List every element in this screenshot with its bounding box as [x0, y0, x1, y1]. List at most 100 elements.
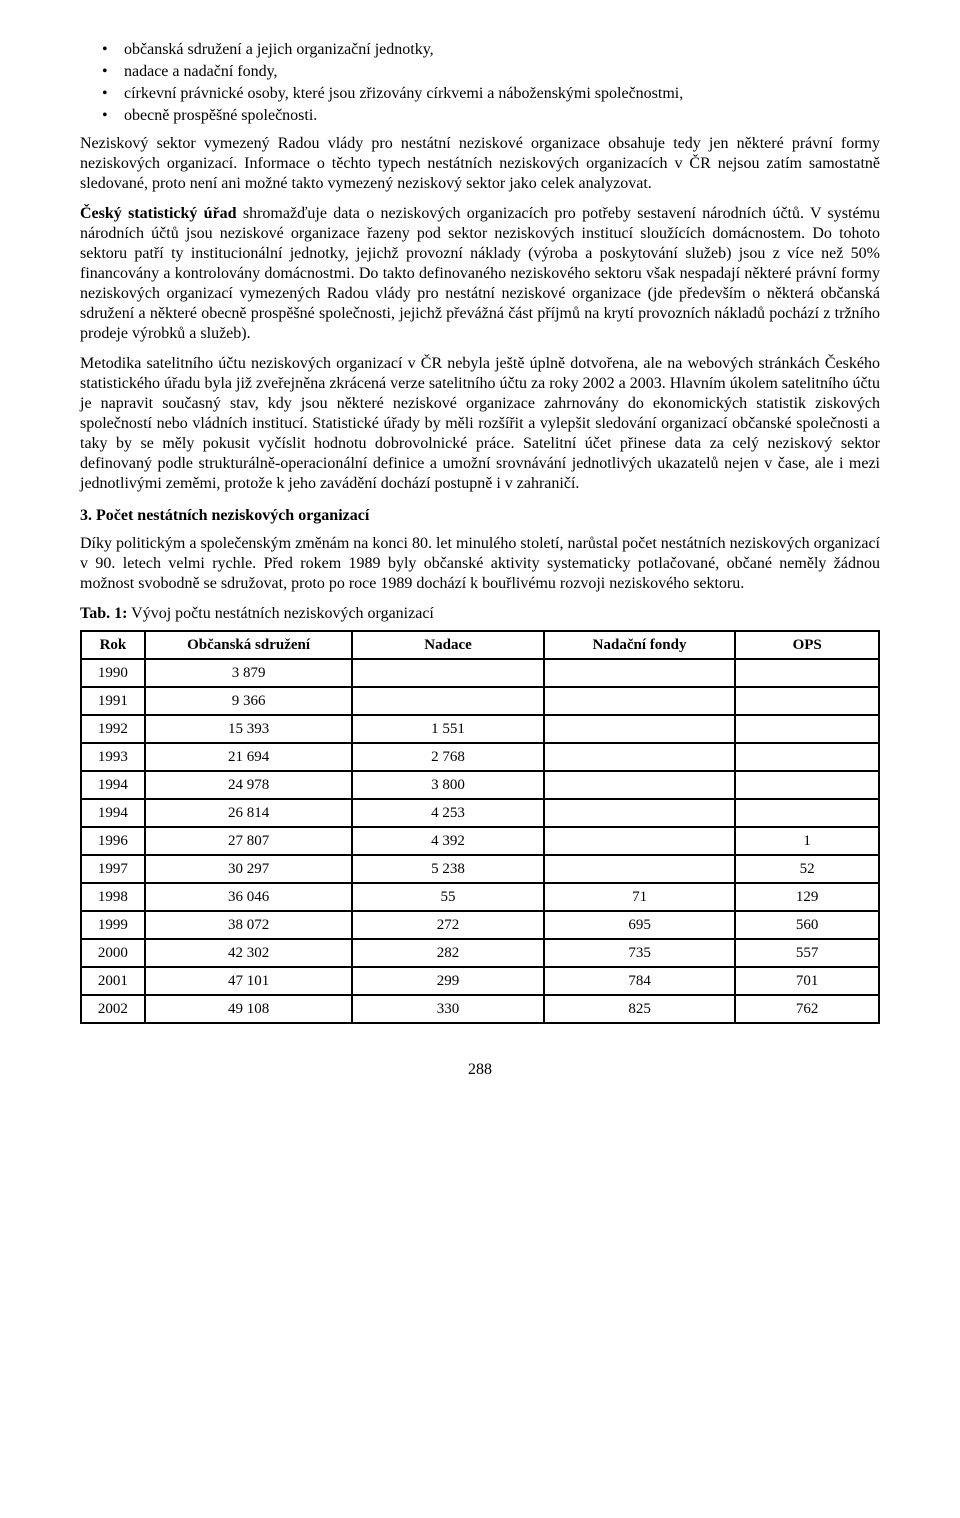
table-row: 200249 108330825762: [81, 995, 879, 1023]
table-cell: [735, 743, 879, 771]
table-header-row: Rok Občanská sdružení Nadace Nadační fon…: [81, 631, 879, 659]
table-cell: 49 108: [145, 995, 352, 1023]
table-cell: 735: [544, 939, 736, 967]
paragraph-4: Díky politickým a společenským změnám na…: [80, 534, 880, 594]
table-cell: 55: [352, 883, 544, 911]
table-row: 199627 8074 392 1: [81, 827, 879, 855]
table-cell: 24 978: [145, 771, 352, 799]
table-caption-bold: Tab. 1:: [80, 605, 127, 622]
table-cell: [544, 687, 736, 715]
table-cell: 52: [735, 855, 879, 883]
page-number: 288: [80, 1060, 880, 1080]
table-cell: [352, 687, 544, 715]
table-row: 199836 0465571129: [81, 883, 879, 911]
table-cell: [544, 827, 736, 855]
table-header-cell: Rok: [81, 631, 145, 659]
table-row: 199938 072272695560: [81, 911, 879, 939]
bullet-item: obecně prospěšné společnosti.: [124, 106, 880, 126]
table-cell: 1999: [81, 911, 145, 939]
table-cell: 1991: [81, 687, 145, 715]
table-header-cell: Nadační fondy: [544, 631, 736, 659]
table-row: 199321 6942 768: [81, 743, 879, 771]
bullet-list: občanská sdružení a jejich organizační j…: [80, 40, 880, 126]
table-cell: 272: [352, 911, 544, 939]
table-cell: 1: [735, 827, 879, 855]
paragraph-2: Český statistický úřad shromažďuje data …: [80, 204, 880, 344]
table-cell: 560: [735, 911, 879, 939]
table-cell: 42 302: [145, 939, 352, 967]
table-cell: [735, 799, 879, 827]
table-body: 19903 87919919 366199215 3931 551199321 …: [81, 659, 879, 1023]
table-cell: 1996: [81, 827, 145, 855]
table-cell: 129: [735, 883, 879, 911]
table-cell: [735, 715, 879, 743]
table-cell: [735, 687, 879, 715]
paragraph-1: Neziskový sektor vymezený Radou vlády pr…: [80, 134, 880, 194]
paragraph-3: Metodika satelitního účtu neziskových or…: [80, 354, 880, 494]
table-cell: [544, 799, 736, 827]
table-row: 200147 101299784701: [81, 967, 879, 995]
table-cell: 1993: [81, 743, 145, 771]
table-row: 199424 9783 800: [81, 771, 879, 799]
table-header-cell: OPS: [735, 631, 879, 659]
table-row: 199730 2975 238 52: [81, 855, 879, 883]
table-cell: 26 814: [145, 799, 352, 827]
table-cell: 2000: [81, 939, 145, 967]
table-cell: 299: [352, 967, 544, 995]
table-cell: 557: [735, 939, 879, 967]
table-cell: [544, 659, 736, 687]
table-cell: 2002: [81, 995, 145, 1023]
table-row: 199426 8144 253: [81, 799, 879, 827]
table-cell: 30 297: [145, 855, 352, 883]
table-cell: 9 366: [145, 687, 352, 715]
table-cell: 1992: [81, 715, 145, 743]
table-cell: 1 551: [352, 715, 544, 743]
table-row: 19903 879: [81, 659, 879, 687]
table-cell: 701: [735, 967, 879, 995]
table-cell: [735, 771, 879, 799]
table-row: 200042 302282735557: [81, 939, 879, 967]
table-header-cell: Nadace: [352, 631, 544, 659]
table-cell: [544, 743, 736, 771]
table-cell: 1998: [81, 883, 145, 911]
bullet-item: církevní právnické osoby, které jsou zři…: [124, 84, 880, 104]
table-cell: 5 238: [352, 855, 544, 883]
table-caption-rest: Vývoj počtu nestátních neziskových organ…: [127, 605, 433, 622]
table-cell: 4 392: [352, 827, 544, 855]
table-cell: 4 253: [352, 799, 544, 827]
table-cell: [544, 771, 736, 799]
table-cell: [544, 715, 736, 743]
table-cell: 1990: [81, 659, 145, 687]
table-cell: 784: [544, 967, 736, 995]
table-cell: 21 694: [145, 743, 352, 771]
table-cell: 695: [544, 911, 736, 939]
table-cell: 825: [544, 995, 736, 1023]
table-cell: 71: [544, 883, 736, 911]
table-header-cell: Občanská sdružení: [145, 631, 352, 659]
bullet-item: nadace a nadační fondy,: [124, 62, 880, 82]
table-cell: 36 046: [145, 883, 352, 911]
table-cell: 3 879: [145, 659, 352, 687]
table-cell: [735, 659, 879, 687]
table-cell: 1994: [81, 799, 145, 827]
table-cell: 47 101: [145, 967, 352, 995]
table-cell: [352, 659, 544, 687]
table-cell: 330: [352, 995, 544, 1023]
table-row: 19919 366: [81, 687, 879, 715]
table-row: 199215 3931 551: [81, 715, 879, 743]
table-cell: 2 768: [352, 743, 544, 771]
table-cell: 3 800: [352, 771, 544, 799]
table-cell: 1994: [81, 771, 145, 799]
paragraph-2-lead: Český statistický úřad: [80, 205, 237, 222]
table-cell: 282: [352, 939, 544, 967]
data-table: Rok Občanská sdružení Nadace Nadační fon…: [80, 630, 880, 1024]
table-cell: 762: [735, 995, 879, 1023]
table-caption: Tab. 1: Vývoj počtu nestátních neziskový…: [80, 604, 880, 624]
table-cell: 38 072: [145, 911, 352, 939]
table-cell: 27 807: [145, 827, 352, 855]
section-title: 3. Počet nestátních neziskových organiza…: [80, 506, 880, 526]
table-cell: [544, 855, 736, 883]
table-cell: 2001: [81, 967, 145, 995]
bullet-item: občanská sdružení a jejich organizační j…: [124, 40, 880, 60]
table-cell: 1997: [81, 855, 145, 883]
